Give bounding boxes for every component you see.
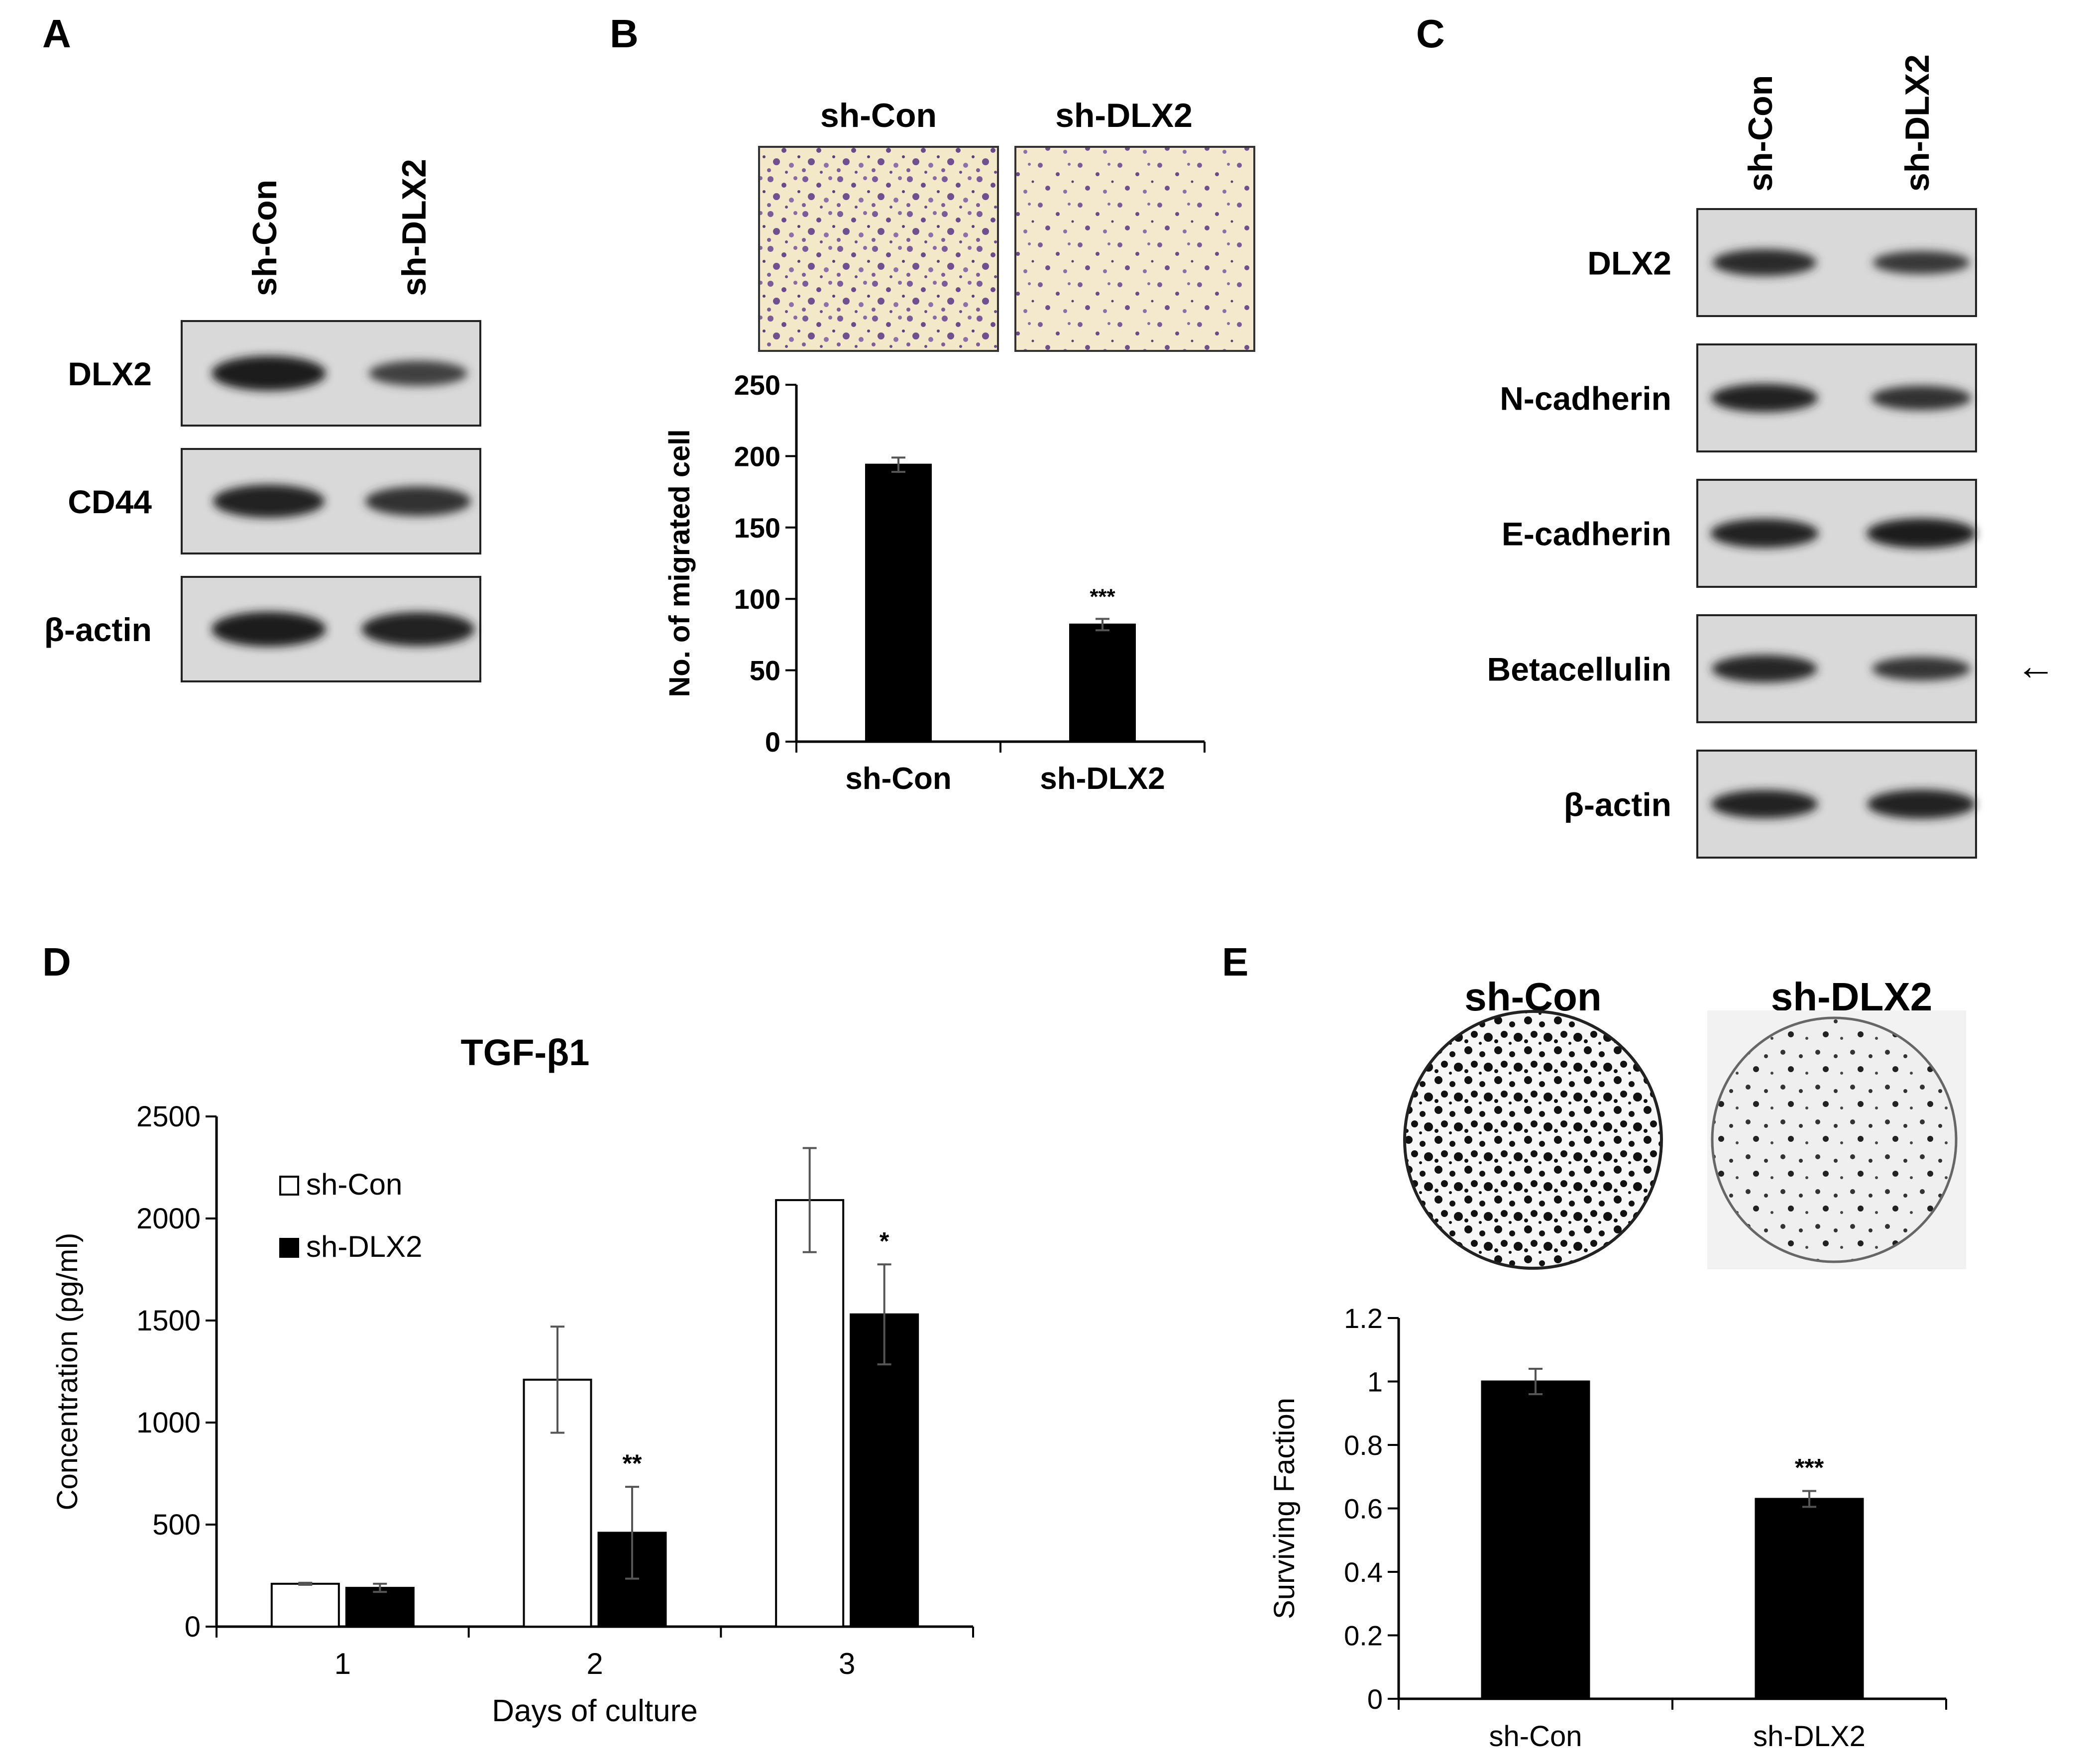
chart-b-x-tick-label: sh-DLX2 [1040, 762, 1165, 796]
chart-b-y-tick-label: 50 [750, 655, 780, 686]
chart-d-bar [850, 1313, 919, 1628]
blot-c-band [1872, 657, 1971, 681]
blot-c-blot-label: N-cadherin [1500, 380, 1671, 417]
chart-d-bar [775, 1199, 845, 1628]
chart-d-legend-swatch [279, 1238, 299, 1258]
chart-e-y-tick-label: 1.2 [1344, 1303, 1383, 1334]
blot-a-band [212, 612, 326, 647]
blot-c-blot-label: E-cadherin [1502, 516, 1671, 552]
blot-c-band [1712, 249, 1817, 276]
chart-d-y-tick-label: 1500 [136, 1305, 201, 1337]
blot-c-band [1867, 789, 1976, 819]
chart-b-y-tick-label: 250 [734, 369, 780, 401]
chart-e-x-tick-label: sh-Con [1489, 1720, 1582, 1753]
b-image-label-1: sh-DLX2 [1055, 97, 1193, 134]
blot-c-blot-label: β-actin [1564, 786, 1671, 823]
panel-letter-c: C [1416, 11, 1445, 56]
chart-d-y-tick-label: 500 [152, 1509, 201, 1541]
e-colony-dish-dlx2 [1711, 1016, 1958, 1263]
chart-d-significance: ** [623, 1449, 642, 1477]
chart-d-y-tick-label: 2500 [136, 1101, 201, 1133]
chart-e-x-tick-label: sh-DLX2 [1753, 1720, 1866, 1753]
blot-a-blot-label: CD44 [68, 483, 152, 520]
blot-a-blot-1: CD44 [68, 448, 481, 554]
chart-b-x-tick-label: sh-Con [845, 762, 952, 796]
chart-d-y-tick-label: 2000 [136, 1203, 201, 1235]
chart-e-y-tick-label: 1 [1367, 1366, 1383, 1398]
panel-letter-e: E [1222, 940, 1248, 984]
betacellulin-arrow-icon: ← [2016, 644, 2056, 688]
chart-d-x-tick-label: 1 [334, 1647, 351, 1680]
chart-b-y-tick-label: 150 [734, 512, 780, 544]
chart-e-y-tick-label: 0.4 [1344, 1556, 1383, 1588]
blot-c-band [1711, 384, 1818, 412]
blot-c-band [1711, 790, 1818, 818]
chart-e-bar [1755, 1498, 1864, 1700]
blot-a-band [365, 486, 471, 516]
chart-b-significance: *** [1090, 584, 1115, 609]
chart-d-significance: * [880, 1227, 889, 1255]
blot-c-blot-1: N-cadherin [1500, 343, 1977, 452]
blot-a-blot-2: β-actin [44, 576, 481, 682]
blot-c-band [1712, 655, 1817, 683]
chart-d-x-label: Days of culture [492, 1694, 698, 1728]
chart-e-y-tick-label: 0.2 [1344, 1620, 1383, 1652]
blot-c-lane-label-0: sh-Con [1742, 75, 1779, 192]
chart-d-x-tick-label: 3 [839, 1647, 855, 1680]
blot-c-band [1710, 519, 1819, 548]
b-image-label-0: sh-Con [820, 97, 937, 134]
blot-a-band [368, 360, 468, 386]
chart-d-bar [270, 1582, 340, 1628]
chart-d-y-tick-label: 0 [185, 1611, 201, 1643]
blot-c-blot-4: β-actin [1564, 750, 1977, 859]
blot-a-blot-label: β-actin [44, 611, 152, 648]
blot-c-band [1867, 518, 1976, 549]
chart-d-x-tick-label: 2 [586, 1647, 603, 1680]
chart-e-y-tick-label: 0 [1367, 1683, 1383, 1715]
chart-b-bar [865, 463, 932, 743]
b-migration-image-dlx2 [1014, 146, 1255, 352]
blot-c-blot-0: DLX2 [1587, 208, 1977, 317]
chart-d-y-tick-label: 1000 [136, 1407, 201, 1439]
blot-c-band [1873, 251, 1970, 274]
blot-a-lane-label-1: sh-DLX2 [395, 159, 433, 296]
chart-d-legend-label: sh-Con [306, 1168, 402, 1201]
blot-a-band [361, 612, 475, 647]
chart-b-y-label: No. of migrated cell [663, 429, 696, 697]
chart-d-y-label: Concentration (pg/ml) [51, 1233, 84, 1511]
blot-c-blot-3: Betacellulin [1487, 614, 1977, 723]
blot-c-lane-label-1: sh-DLX2 [1898, 54, 1936, 192]
chart-b-bar [1069, 623, 1136, 743]
chart-d-bar [345, 1587, 415, 1628]
blot-a-blot-0: DLX2 [68, 320, 481, 427]
blot-a-lane-label-0: sh-Con [246, 180, 284, 296]
e-colony-dish-con [1403, 1010, 1663, 1270]
blot-c-blot-2: E-cadherin [1502, 479, 1977, 588]
chart-d-legend-label: sh-DLX2 [306, 1230, 422, 1263]
panel-letter-d: D [42, 940, 71, 984]
panel-letter-a: A [42, 11, 71, 56]
chart-b-y-tick-label: 100 [734, 583, 780, 615]
blot-a-band [213, 484, 325, 518]
blot-c-blot-label: DLX2 [1587, 245, 1671, 282]
b-migration-image-con [758, 146, 999, 352]
chart-e-y-tick-label: 0.6 [1344, 1493, 1383, 1525]
blot-a-band [212, 356, 326, 391]
chart-d-title: TGF-β1 [461, 1032, 590, 1073]
chart-e-y-label: Surviving Faction [1268, 1398, 1301, 1619]
blot-a-blot-label: DLX2 [68, 355, 152, 392]
blot-c-blot-label: Betacellulin [1487, 651, 1671, 688]
blot-c-band [1871, 385, 1972, 411]
chart-e-y-tick-label: 0.8 [1344, 1430, 1383, 1461]
panel-letter-b: B [610, 11, 639, 56]
chart-d-legend-swatch [279, 1176, 299, 1196]
chart-e-bar [1481, 1380, 1590, 1700]
chart-e-significance: *** [1795, 1453, 1824, 1481]
chart-b-y-tick-label: 0 [765, 726, 780, 758]
chart-b-y-tick-label: 200 [734, 441, 780, 472]
